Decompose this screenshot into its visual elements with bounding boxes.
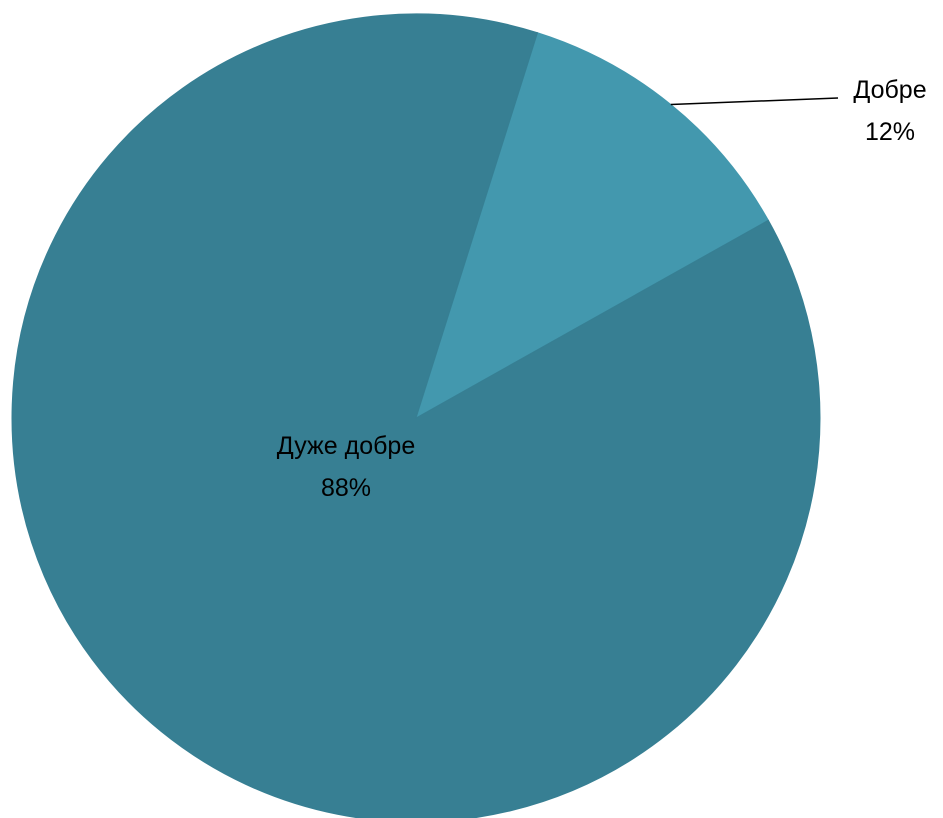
slice-label-dobre-name: Добре	[853, 76, 926, 104]
slice-label-duzhe-dobre-name: Дуже добре	[277, 432, 415, 460]
leader-line-dobre	[670, 97, 839, 106]
slice-label-duzhe-dobre-percent: 88%	[321, 474, 371, 502]
slices-layer	[11, 13, 821, 818]
pie-slice-0	[415, 32, 770, 420]
slice-label-dobre-percent: 12%	[865, 118, 915, 146]
pie-slice-1	[11, 13, 821, 818]
